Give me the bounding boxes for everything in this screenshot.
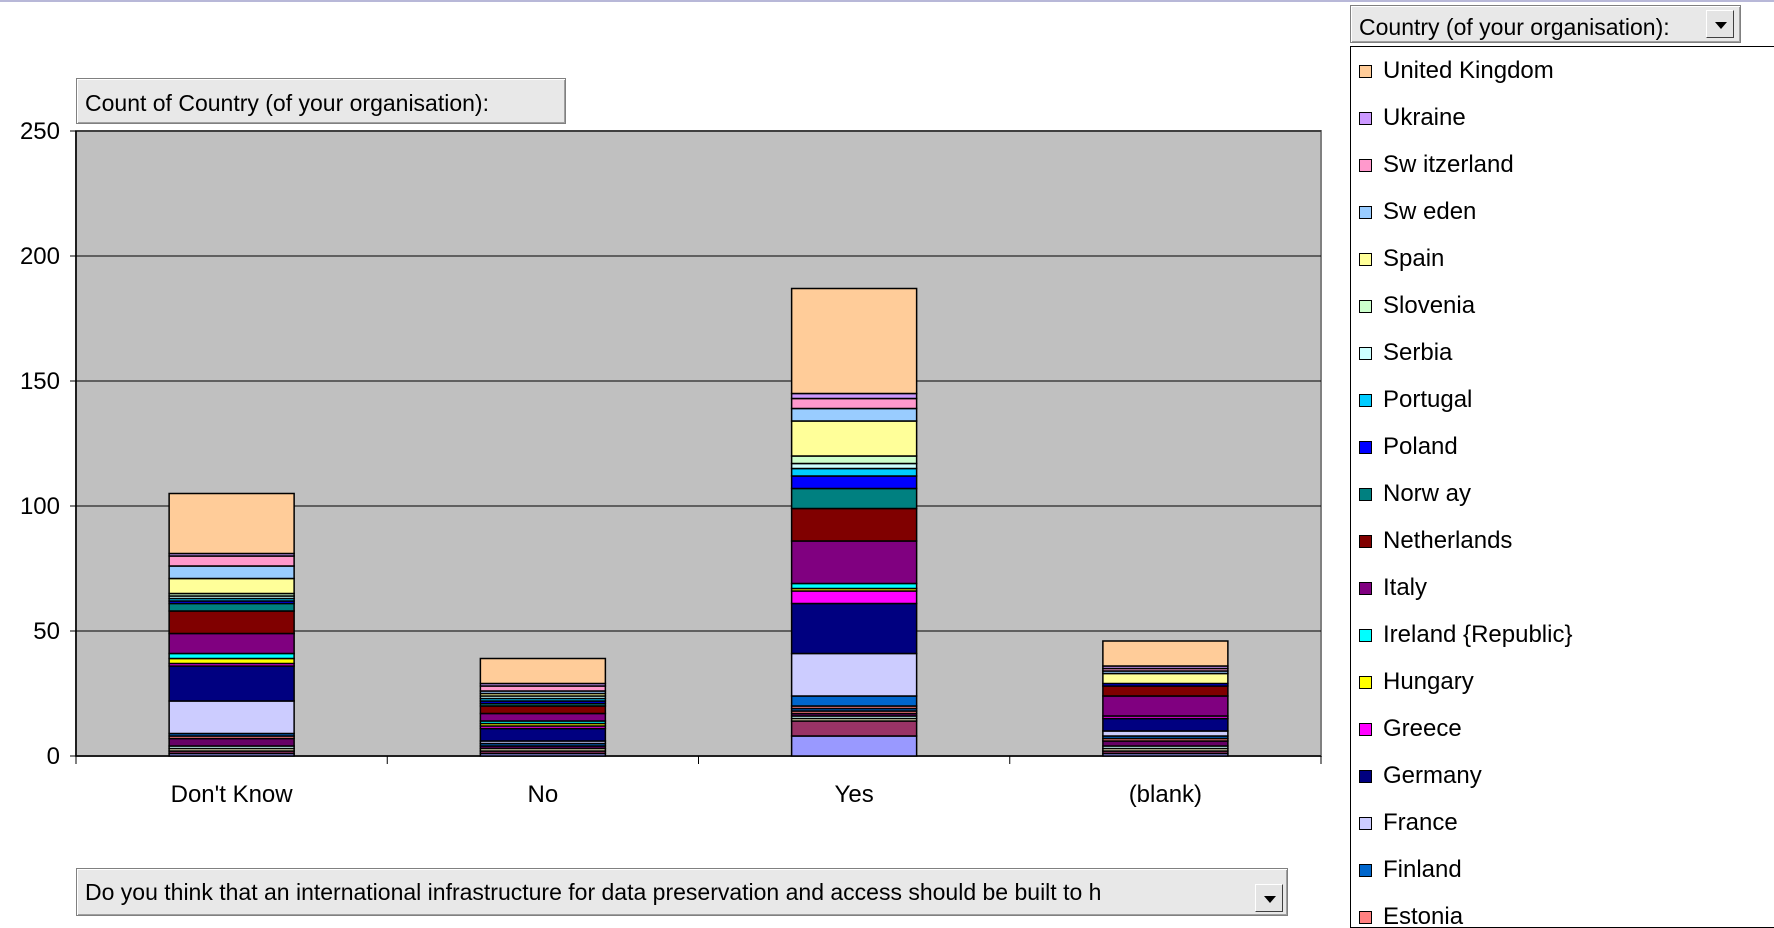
legend-swatch <box>1359 864 1372 877</box>
bar-segment <box>168 665 295 702</box>
legend-label: Netherlands <box>1383 527 1513 554</box>
legend-swatch <box>1359 488 1372 501</box>
bar-segment <box>168 632 295 655</box>
page-field-label: Country (of your organisation): <box>1359 14 1670 40</box>
bar-segment <box>790 602 918 655</box>
page-field-button[interactable]: Country (of your organisation): <box>1350 5 1741 43</box>
bar-segment <box>790 467 918 477</box>
bar-segment <box>168 565 295 580</box>
bar-segment <box>790 420 918 457</box>
legend-label: Slovenia <box>1383 292 1476 319</box>
legend-swatch <box>1359 535 1372 548</box>
legend-swatch <box>1359 817 1372 830</box>
legend-label: Poland <box>1383 433 1458 460</box>
legend-label: Italy <box>1383 574 1428 601</box>
legend-swatch <box>1359 770 1372 783</box>
legend-label: Hungary <box>1383 668 1474 695</box>
legend-swatch <box>1359 582 1372 595</box>
bar-segment <box>1102 672 1229 685</box>
bar-segment <box>168 700 295 735</box>
bar-segment <box>479 657 607 685</box>
legend-swatch <box>1359 347 1372 360</box>
bar-segment <box>790 475 918 490</box>
x-tick-label: Yes <box>835 781 874 808</box>
bar-segment <box>790 455 918 465</box>
legend-label: Greece <box>1383 715 1462 742</box>
top-border <box>0 0 1774 2</box>
legend-label: France <box>1383 809 1458 836</box>
bar-segment <box>790 487 918 510</box>
bar-segment <box>1102 640 1229 667</box>
category-field-dropdown-icon[interactable] <box>1255 884 1283 912</box>
legend-swatch <box>1359 629 1372 642</box>
bar-segment <box>790 590 918 605</box>
legend-swatch <box>1359 206 1372 219</box>
bar-segment <box>790 287 918 395</box>
legend-label: Ireland {Republic} <box>1383 621 1573 648</box>
legend-label: Spain <box>1383 245 1445 272</box>
category-field-label: Do you think that an international infra… <box>85 879 1102 905</box>
x-tick-label: No <box>528 781 559 808</box>
y-tick-label: 50 <box>33 618 60 645</box>
legend-swatch <box>1359 65 1372 78</box>
legend-label: Estonia <box>1383 903 1464 928</box>
bar-segment <box>790 695 918 707</box>
bar-segment <box>168 555 295 567</box>
legend-swatch <box>1359 394 1372 407</box>
page-field-dropdown-icon[interactable] <box>1706 10 1734 38</box>
legend-label: Finland <box>1383 856 1462 883</box>
bar-segment <box>168 577 295 595</box>
legend-label: Germany <box>1383 762 1482 789</box>
data-field-button[interactable]: Count of Country (of your organisation): <box>76 78 566 124</box>
bar-segment <box>479 727 607 742</box>
x-tick-label: (blank) <box>1129 781 1202 808</box>
legend-swatch <box>1359 112 1372 125</box>
legend: United Kingdom Ukraine Sw itzerland Sw eden… <box>1350 46 1774 928</box>
bar-segment <box>790 720 918 737</box>
y-tick-label: 200 <box>20 243 60 270</box>
bar-segment <box>168 602 295 612</box>
y-tick-label: 150 <box>20 368 60 395</box>
y-tick-label: 100 <box>20 493 60 520</box>
bar-segment <box>479 705 607 715</box>
bar-segment <box>790 735 918 757</box>
bar-segment <box>1102 717 1229 732</box>
bar-segment <box>168 737 295 747</box>
y-tick-label: 0 <box>47 743 60 770</box>
bar-segment <box>790 407 918 422</box>
legend-swatch <box>1359 723 1372 736</box>
bar-segment <box>1102 695 1229 717</box>
bar-segment <box>1102 685 1229 697</box>
legend-swatch <box>1359 911 1372 924</box>
legend-label: Sw itzerland <box>1383 151 1514 178</box>
bar-segment <box>790 507 918 542</box>
bar-segment <box>790 397 918 410</box>
legend-swatch <box>1359 253 1372 266</box>
legend-swatch <box>1359 676 1372 689</box>
data-field-label: Count of Country (of your organisation): <box>85 90 489 116</box>
bar-segment <box>790 652 918 697</box>
y-tick-label: 250 <box>20 118 60 145</box>
legend-label: Ukraine <box>1383 104 1466 131</box>
legend-label: Serbia <box>1383 339 1453 366</box>
legend-label: Norw ay <box>1383 480 1472 507</box>
category-field-button[interactable]: Do you think that an international infra… <box>76 868 1288 916</box>
legend-swatch <box>1359 441 1372 454</box>
legend-label: United Kingdom <box>1383 57 1554 84</box>
legend-label: Sw eden <box>1383 198 1477 225</box>
legend-swatch <box>1359 159 1372 172</box>
legend-label: Portugal <box>1383 386 1473 413</box>
x-tick-label: Don't Know <box>171 781 294 808</box>
bar-segment <box>168 610 295 635</box>
bar-segment <box>168 492 295 555</box>
legend-swatch <box>1359 300 1372 313</box>
bar-segment <box>479 712 607 722</box>
bar-segment <box>790 540 918 585</box>
